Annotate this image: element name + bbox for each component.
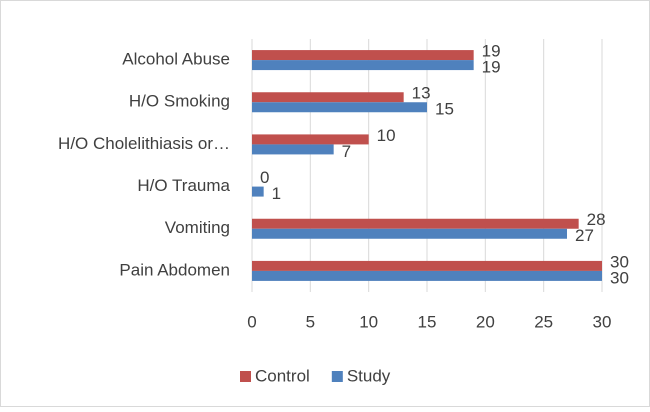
x-tick-label: 0 (247, 312, 256, 331)
x-tick-label: 10 (359, 312, 378, 331)
legend-swatch (331, 371, 343, 382)
data-label: 10 (377, 126, 396, 145)
data-label: 19 (482, 58, 501, 77)
y-tick-label: H/O Cholelithiasis or… (58, 134, 230, 153)
bar (252, 260, 602, 271)
bar (252, 144, 334, 155)
data-label: 1 (272, 184, 281, 203)
data-label: 7 (342, 142, 351, 161)
data-label: 30 (610, 268, 629, 287)
legend-label: Control (255, 366, 310, 385)
y-tick-label: Pain Abdomen (119, 260, 230, 279)
x-tick-label: 5 (306, 312, 315, 331)
x-tick-label: 30 (593, 312, 612, 331)
y-tick-label: Vomiting (165, 218, 230, 237)
bar (252, 218, 579, 229)
data-label: 0 (260, 168, 269, 187)
data-label: 28 (587, 210, 606, 229)
data-label: 13 (412, 84, 431, 103)
legend-label: Study (347, 366, 391, 385)
bar (252, 92, 404, 103)
bar (252, 50, 474, 61)
y-tick-label: Alcohol Abuse (122, 50, 230, 69)
bar (252, 60, 474, 71)
data-label: 19 (482, 42, 501, 61)
x-tick-label: 15 (418, 312, 437, 331)
legend-swatch (240, 371, 251, 382)
y-tick-label: H/O Trauma (137, 176, 230, 195)
x-tick-label: 20 (476, 312, 495, 331)
bar (252, 228, 567, 239)
x-tick-label: 25 (534, 312, 553, 331)
bar (252, 186, 264, 197)
data-label: 27 (575, 226, 594, 245)
bar (252, 134, 369, 145)
data-label: 15 (435, 100, 454, 119)
data-label: 30 (610, 252, 629, 271)
y-tick-label: H/O Smoking (129, 92, 230, 111)
bar (252, 102, 427, 113)
bar (252, 270, 602, 281)
